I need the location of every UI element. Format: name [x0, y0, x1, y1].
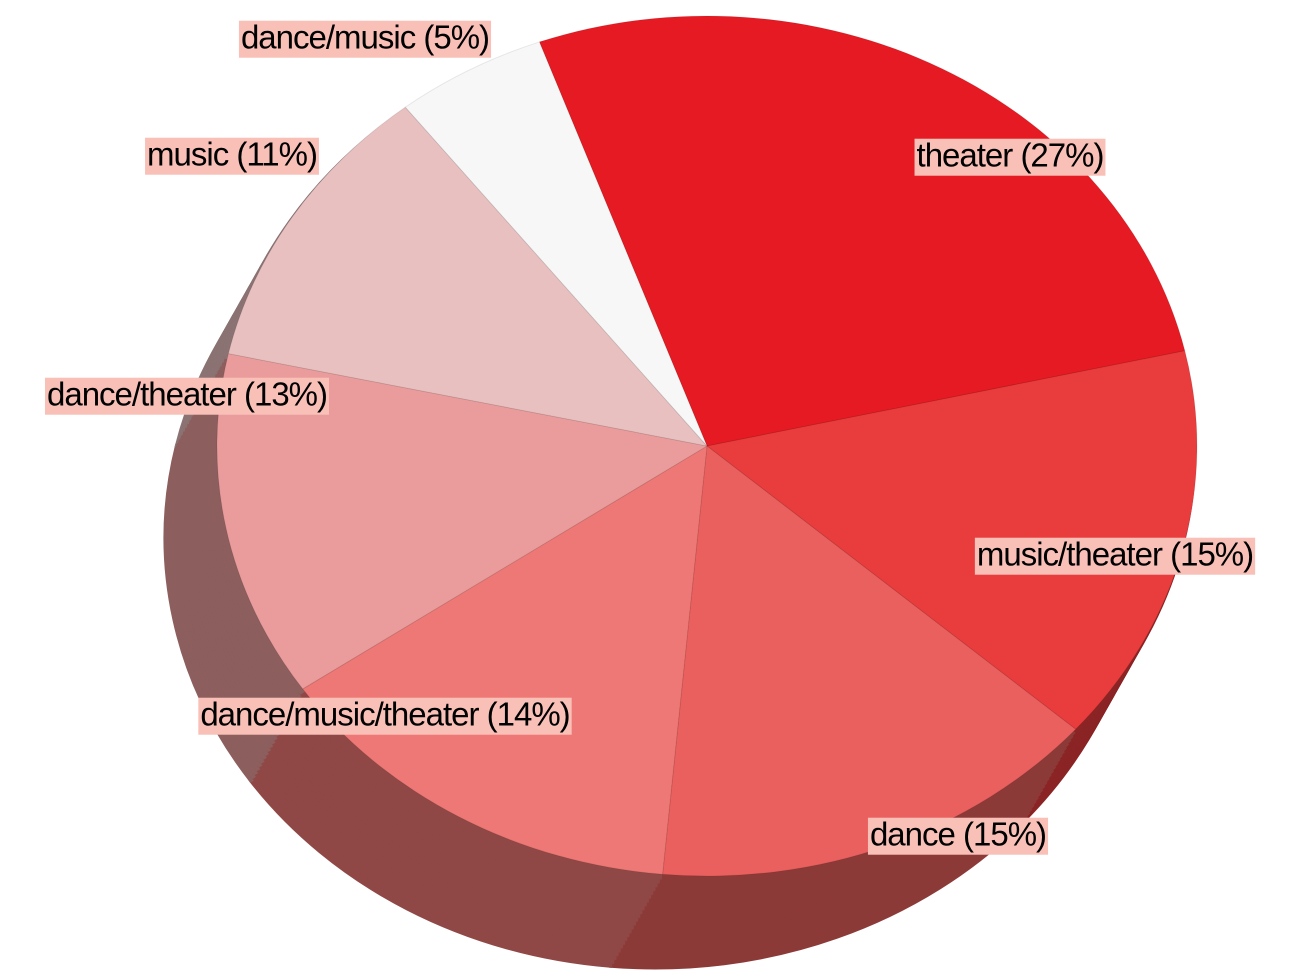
slice-label-group: dance/music/theater (14%)	[198, 696, 572, 735]
slice-label: dance/music/theater (14%)	[200, 696, 569, 733]
slice-label-group: music/theater (15%)	[974, 536, 1256, 575]
slice-label: music/theater (15%)	[977, 536, 1253, 573]
slice	[404, 41, 708, 447]
slice	[538, 15, 1186, 447]
slice-label: dance/theater (13%)	[47, 376, 327, 413]
slice	[227, 106, 709, 447]
slice-label: theater (27%)	[917, 137, 1104, 174]
slice-label: music (11%)	[147, 136, 317, 173]
label-background	[914, 138, 1106, 176]
label-background	[145, 137, 319, 175]
slice-label-group: theater (27%)	[914, 137, 1106, 176]
slice-label: dance/music (5%)	[241, 19, 489, 56]
label-background	[44, 377, 330, 415]
label-background	[867, 817, 1049, 855]
slice-label-group: dance/music (5%)	[238, 19, 492, 58]
label-background	[238, 20, 492, 58]
slice-label-group: dance (15%)	[867, 816, 1049, 855]
slice-label-group: dance/theater (13%)	[44, 376, 330, 415]
slice-label-group: music (11%)	[145, 136, 319, 175]
slice-label: dance (15%)	[870, 816, 1046, 853]
label-background	[198, 697, 572, 735]
label-background	[974, 537, 1256, 575]
